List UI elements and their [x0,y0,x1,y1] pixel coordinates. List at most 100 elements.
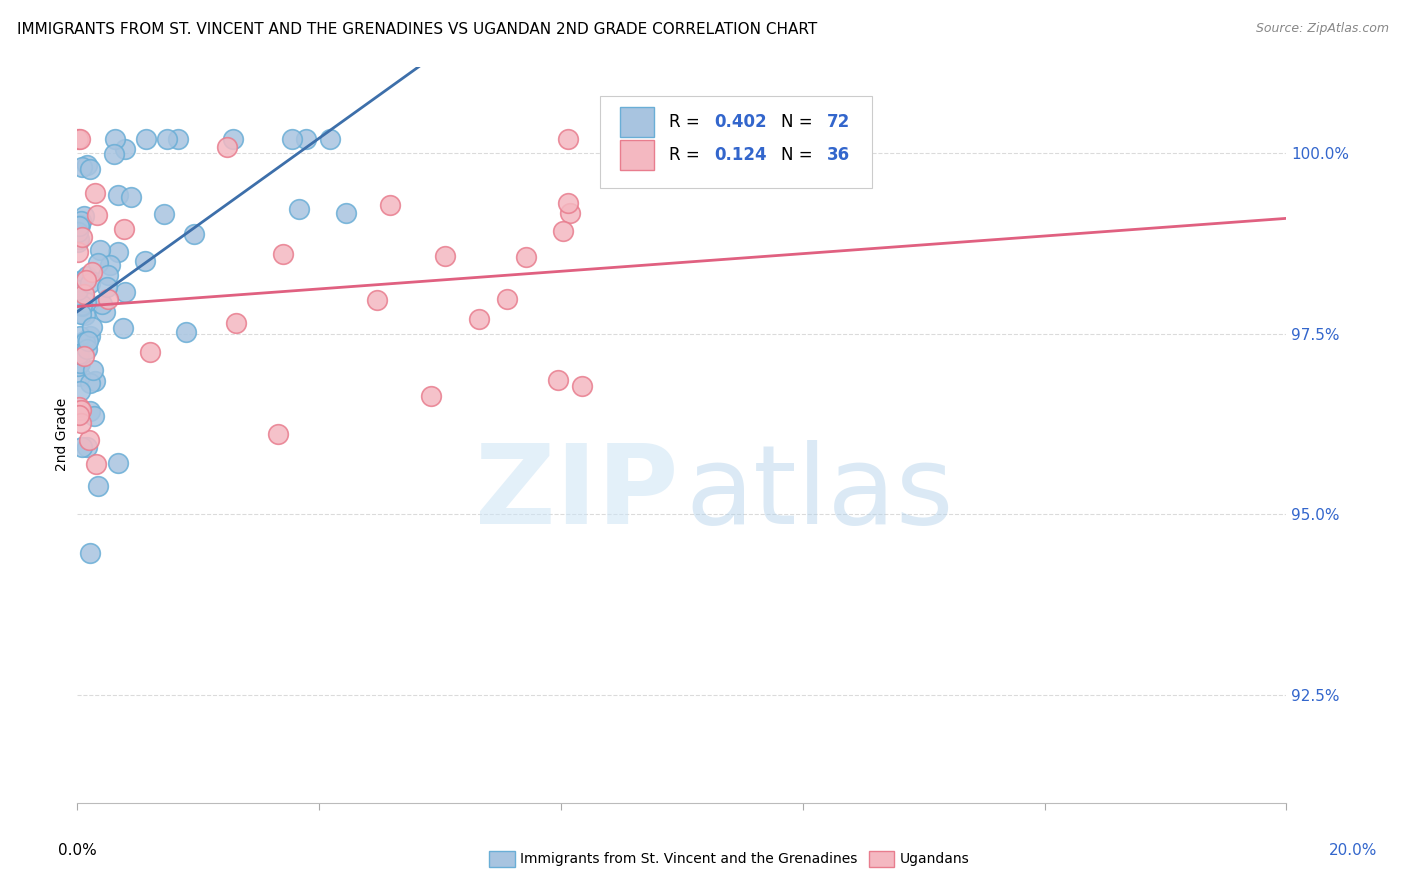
Point [79,376,101,390]
Point [217,140,239,154]
Point [82,265,104,279]
Point [69,416,91,430]
Point [90,297,112,311]
Point [380,198,402,212]
Point [73,308,96,322]
FancyBboxPatch shape [600,96,872,188]
Point [318,132,340,146]
Text: Ugandans: Ugandans [900,852,970,866]
Point [112,222,135,236]
Point [558,205,581,219]
Point [67,232,90,246]
Point [72,298,94,312]
Text: Immigrants from St. Vincent and the Grenadines: Immigrants from St. Vincent and the Gren… [520,852,858,866]
Text: atlas: atlas [686,441,955,547]
Point [135,132,157,146]
Point [86,255,108,269]
Point [69,329,91,343]
Point [77,334,100,348]
Point [79,404,101,418]
Text: N =: N = [782,146,818,164]
Point [120,190,142,204]
Point [97,292,120,306]
Y-axis label: 2nd Grade: 2nd Grade [55,398,69,472]
Point [69,403,91,417]
Point [87,479,110,493]
Text: Source: ZipAtlas.com: Source: ZipAtlas.com [1256,22,1389,36]
Point [79,329,101,343]
Point [571,379,593,393]
Point [114,142,136,156]
Point [69,275,91,289]
Point [107,456,129,470]
Point [86,457,108,471]
Point [82,363,104,377]
Text: 0.0%: 0.0% [58,843,97,858]
Point [79,433,101,447]
Point [419,389,441,403]
Point [66,283,89,297]
Point [156,132,179,146]
Point [433,250,456,264]
Text: 0.402: 0.402 [714,113,768,131]
Point [222,132,245,146]
Point [67,219,90,234]
Point [66,359,89,374]
Point [496,292,519,306]
Point [72,273,94,287]
Point [174,326,197,340]
Point [69,218,91,232]
Point [72,334,94,348]
Point [82,320,104,334]
Point [288,202,311,216]
Point [75,273,97,287]
Point [547,373,569,387]
Bar [620,107,654,136]
Point [139,345,162,359]
Point [66,245,89,260]
Point [76,158,98,172]
Point [551,224,574,238]
Point [72,440,94,454]
Point [112,320,135,334]
Point [79,546,101,560]
Point [557,132,579,146]
Point [89,244,111,258]
Point [167,132,190,146]
Point [67,225,90,239]
Point [76,342,98,356]
Point [183,227,205,241]
Point [86,208,108,222]
Text: ZIP: ZIP [475,441,678,547]
Point [468,311,491,326]
Point [69,214,91,228]
Point [267,427,290,442]
Point [134,254,156,268]
Point [280,132,302,146]
Point [70,161,93,175]
Point [69,369,91,384]
Point [225,316,247,330]
Point [69,132,91,146]
Point [67,132,90,146]
Text: 0.124: 0.124 [714,146,768,164]
Text: N =: N = [782,113,818,131]
Point [366,293,388,308]
Text: 20.0%: 20.0% [1329,843,1376,858]
Point [93,304,115,318]
Point [98,258,121,272]
Point [153,206,176,220]
Point [104,132,127,146]
Point [84,374,107,388]
Point [67,346,90,360]
Point [76,269,98,284]
Point [70,299,93,313]
Text: R =: R = [669,146,704,164]
Point [73,286,96,301]
Text: 36: 36 [827,146,851,164]
Point [66,235,89,249]
Point [114,285,136,299]
Point [67,355,90,369]
Point [83,409,105,423]
Point [271,247,294,261]
